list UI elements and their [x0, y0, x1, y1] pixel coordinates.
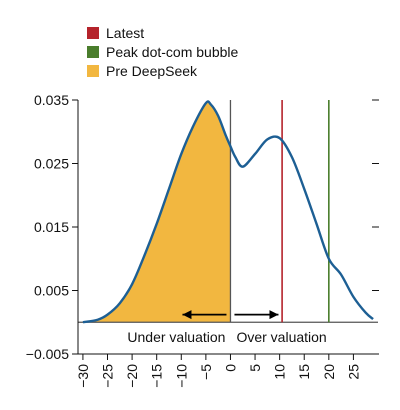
y-tick-label: 0.005	[34, 283, 69, 299]
legend-label: Peak dot-com bubble	[106, 44, 239, 60]
x-tick-label: −25	[100, 364, 116, 388]
x-tick-label: 20	[321, 364, 337, 380]
x-tick-label: −5	[198, 364, 214, 380]
y-tick-label: −0.005	[26, 346, 69, 362]
x-tick-label: 15	[296, 364, 312, 380]
under-valuation-label: Under valuation	[127, 329, 225, 345]
density-curve	[82, 100, 374, 324]
x-tick-label: −30	[75, 364, 91, 388]
x-tick-label: 25	[345, 364, 361, 380]
x-tick-label: 10	[272, 364, 288, 380]
y-tick-label: 0.025	[34, 156, 69, 172]
under-valuation-arrow-head	[182, 310, 192, 320]
legend-label: Pre DeepSeek	[106, 63, 198, 79]
y-tick-label: 0.035	[34, 92, 69, 108]
pre-deepseek-shaded-area	[82, 101, 231, 323]
y-tick-label: 0.015	[34, 219, 69, 235]
x-tick-label: −20	[124, 364, 140, 388]
x-tick-label: −10	[173, 364, 189, 388]
x-tick-label: 5	[247, 364, 263, 372]
over-valuation-arrow-head	[269, 310, 279, 320]
legend-swatch	[87, 65, 99, 77]
legend-swatch	[87, 27, 99, 39]
x-tick-label: 0	[222, 364, 238, 372]
over-valuation-label: Over valuation	[236, 329, 326, 345]
legend-swatch	[87, 46, 99, 58]
x-tick-label: −15	[149, 364, 165, 388]
legend-label: Latest	[106, 25, 144, 41]
